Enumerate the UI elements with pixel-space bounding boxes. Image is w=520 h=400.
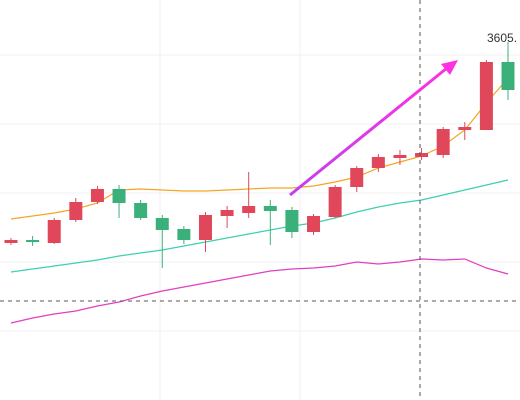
candles xyxy=(4,42,515,268)
candle-body xyxy=(350,168,364,187)
candle-body xyxy=(242,206,256,213)
moving-average-line xyxy=(10,258,509,324)
candle-body xyxy=(458,127,472,130)
candle-body xyxy=(134,203,148,218)
high-label: 3605. xyxy=(487,31,517,45)
moving-averages xyxy=(10,77,509,324)
candle-body xyxy=(263,206,277,211)
arrow-shaft xyxy=(289,66,448,197)
candle-body xyxy=(112,189,126,203)
candle-body xyxy=(307,216,321,232)
candle-body xyxy=(47,220,61,243)
candle-body xyxy=(415,153,429,157)
candle-body xyxy=(501,62,515,90)
candle-body xyxy=(26,240,40,242)
candle-body xyxy=(285,210,299,232)
candle-body xyxy=(436,129,450,155)
candle-body xyxy=(371,157,385,168)
candle-body xyxy=(479,62,493,130)
candle-body xyxy=(69,202,83,220)
candle-body xyxy=(198,215,212,240)
candle-body xyxy=(177,229,191,240)
arrow-head xyxy=(441,60,458,75)
trend-arrow xyxy=(289,60,458,197)
moving-average-line xyxy=(10,179,509,273)
candle-body xyxy=(155,218,169,230)
candle-body xyxy=(220,210,234,216)
candle-body xyxy=(90,189,104,202)
candle-body xyxy=(393,155,407,158)
candle-body xyxy=(328,187,342,217)
candle-body xyxy=(4,240,18,243)
